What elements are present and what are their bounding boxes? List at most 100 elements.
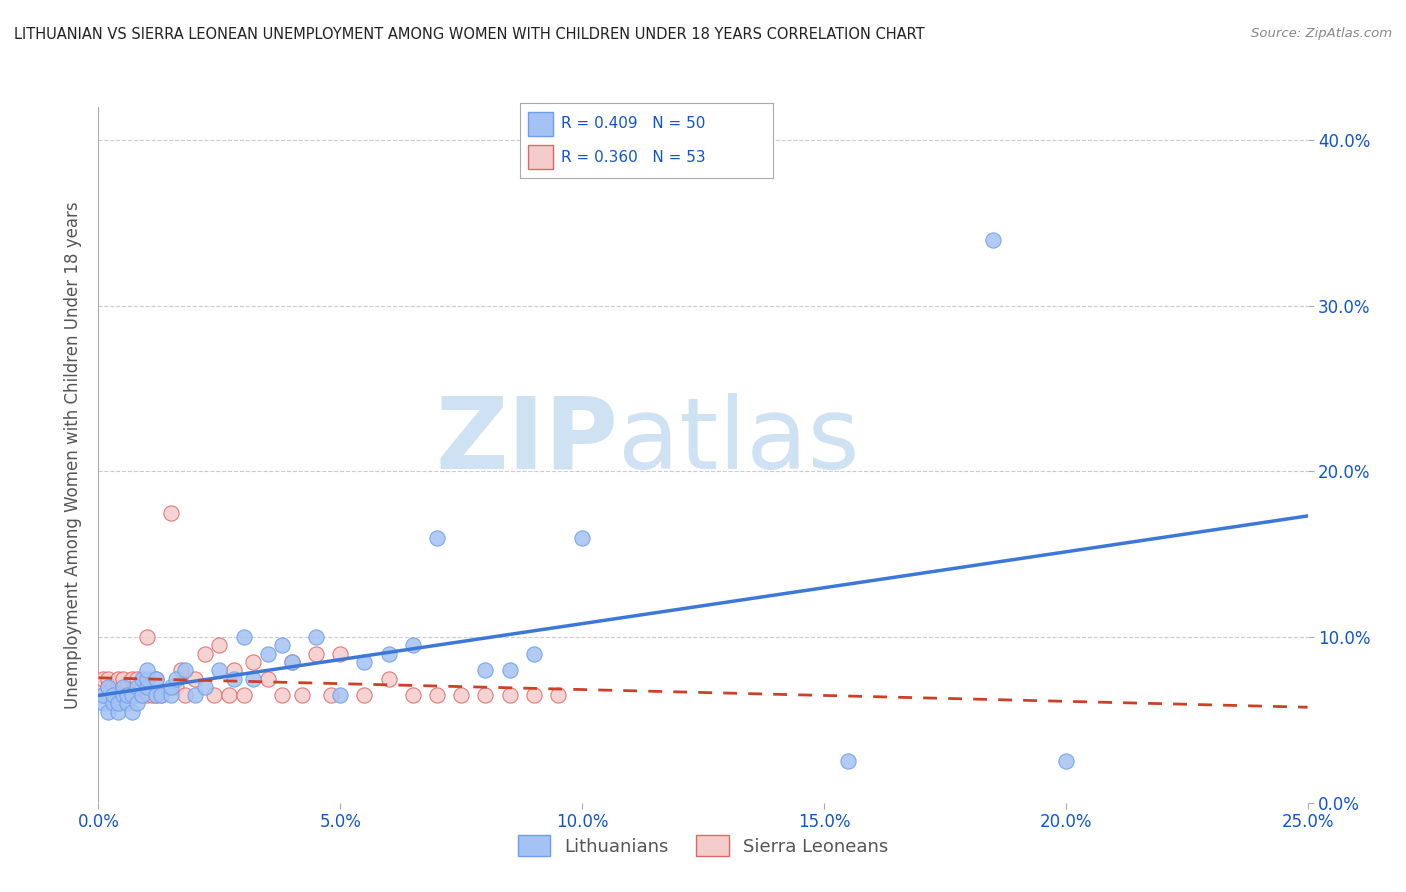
Point [281, 655, 304, 669]
Point [271, 639, 294, 653]
Point [242, 655, 264, 669]
Point [402, 639, 425, 653]
Legend: Lithuanians, Sierra Leoneans: Lithuanians, Sierra Leoneans [510, 828, 896, 863]
Point [91, 697, 114, 711]
Text: ZIP: ZIP [436, 392, 619, 490]
Point [117, 688, 139, 702]
Point [111, 672, 134, 686]
Point [97, 672, 120, 686]
Point [150, 688, 173, 702]
Point [222, 663, 245, 677]
Point [305, 630, 328, 644]
Text: atlas: atlas [619, 392, 860, 490]
Point [232, 688, 254, 702]
Point [135, 630, 157, 644]
Text: Source: ZipAtlas.com: Source: ZipAtlas.com [1251, 27, 1392, 40]
Point [160, 688, 183, 702]
Point [141, 688, 163, 702]
Point [160, 680, 183, 694]
Point [117, 697, 139, 711]
Point [150, 688, 173, 702]
Point [165, 680, 187, 694]
Point [184, 672, 207, 686]
Point [256, 672, 278, 686]
Point [523, 688, 546, 702]
Point [97, 705, 120, 719]
Point [101, 688, 124, 702]
Text: R = 0.360   N = 53: R = 0.360 N = 53 [561, 150, 706, 165]
Point [208, 663, 231, 677]
Point [498, 663, 520, 677]
Point [135, 672, 157, 686]
Point [131, 680, 153, 694]
Point [107, 672, 129, 686]
Point [208, 639, 231, 653]
Point [571, 531, 593, 545]
Point [281, 655, 304, 669]
Point [127, 680, 149, 694]
Point [131, 688, 153, 702]
Point [194, 680, 217, 694]
Point [145, 672, 167, 686]
Point [160, 506, 183, 520]
Point [174, 663, 197, 677]
Point [131, 672, 153, 686]
Point [353, 688, 375, 702]
Point [135, 663, 157, 677]
Point [271, 688, 294, 702]
Point [498, 688, 520, 702]
Point [256, 647, 278, 661]
Point [184, 688, 207, 702]
Point [145, 688, 167, 702]
Point [174, 688, 197, 702]
Point [377, 672, 399, 686]
Point [111, 680, 134, 694]
Bar [527, 145, 553, 169]
Point [101, 697, 124, 711]
Point [111, 688, 134, 702]
Point [169, 663, 191, 677]
Point [218, 688, 240, 702]
Point [305, 647, 328, 661]
Point [290, 688, 312, 702]
Point [426, 688, 449, 702]
Point [204, 688, 226, 702]
Point [91, 672, 114, 686]
Point [547, 688, 569, 702]
Point [127, 697, 149, 711]
Point [222, 672, 245, 686]
Point [402, 688, 425, 702]
Point [145, 672, 167, 686]
Point [127, 688, 149, 702]
Y-axis label: Unemployment Among Women with Children Under 18 years: Unemployment Among Women with Children U… [65, 201, 83, 709]
Point [135, 680, 157, 694]
Point [981, 233, 1004, 247]
Point [232, 630, 254, 644]
Point [107, 705, 129, 719]
Point [117, 688, 139, 702]
Point [319, 688, 342, 702]
Point [101, 680, 124, 694]
Point [121, 672, 143, 686]
Point [329, 688, 352, 702]
Point [194, 647, 217, 661]
Point [91, 688, 114, 702]
Point [523, 647, 546, 661]
Point [837, 755, 859, 769]
Point [121, 688, 143, 702]
Point [353, 655, 375, 669]
Point [107, 680, 129, 694]
Point [135, 688, 157, 702]
Point [145, 688, 167, 702]
Point [127, 672, 149, 686]
Point [242, 672, 264, 686]
Point [474, 688, 496, 702]
Point [97, 680, 120, 694]
Point [111, 688, 134, 702]
Text: R = 0.409   N = 50: R = 0.409 N = 50 [561, 116, 704, 131]
Point [1054, 755, 1077, 769]
Bar [527, 112, 553, 136]
Point [329, 647, 352, 661]
Point [97, 680, 120, 694]
Point [121, 688, 143, 702]
